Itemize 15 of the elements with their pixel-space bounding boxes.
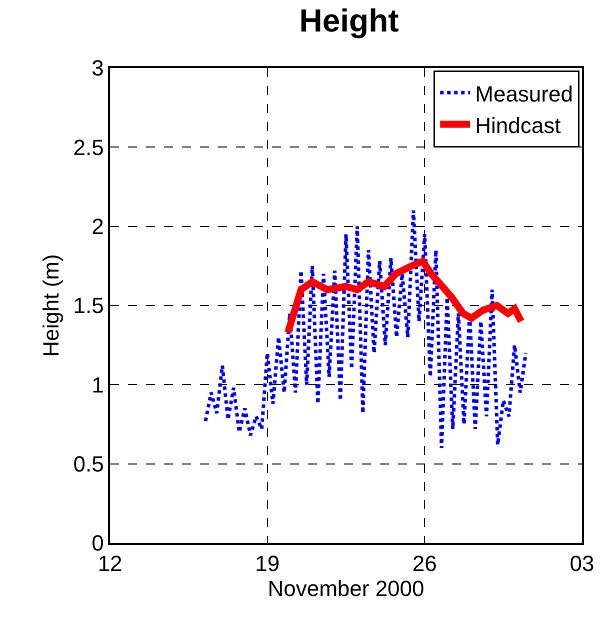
y-tick-label: 1.5 — [73, 293, 104, 318]
y-tick-label: 0.5 — [73, 452, 104, 477]
chart-title: Height — [299, 2, 400, 39]
y-tick-label: 3 — [92, 56, 104, 81]
y-tick-label: 1 — [92, 372, 104, 398]
legend-label: Hindcast — [475, 112, 561, 138]
line-series — [204, 208, 528, 450]
y-axis-title: Height (m) — [38, 254, 64, 357]
x-tick-label: 03 — [570, 551, 594, 576]
y-tick-label: 2 — [92, 214, 104, 240]
y-tick-label: 2.5 — [73, 134, 104, 160]
x-tick-label: 26 — [412, 551, 437, 576]
legend-label: Measured — [475, 81, 573, 106]
x-axis-title: November 2000 — [268, 576, 424, 602]
x-tick-label: 19 — [255, 551, 280, 576]
